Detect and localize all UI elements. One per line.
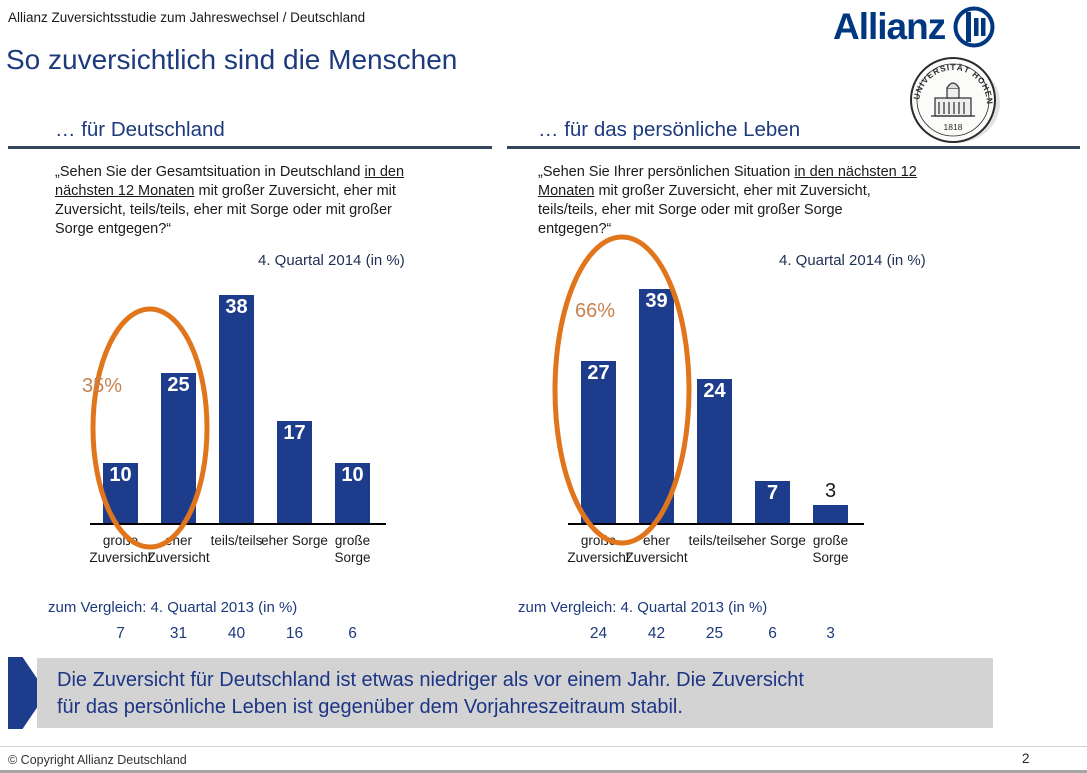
comparison-label: zum Vergleich: 4. Quartal 2013 (in %): [48, 599, 298, 616]
bar: 39: [639, 289, 674, 523]
comparison-values-deutschland: 7 31 40 16 6: [90, 625, 386, 645]
comparison-value: 6: [768, 625, 777, 642]
bar: 38: [219, 295, 254, 523]
comparison-value: 24: [589, 625, 608, 642]
survey-question-persoenlich: „Sehen Sie Ihrer persönlichen Situation …: [538, 163, 920, 239]
study-topline: Allianz Zuversichtsstudie zum Jahreswech…: [8, 10, 366, 25]
question-underlined-text: in den nächsten 12 Monaten: [538, 164, 917, 199]
category-label: große Sorge: [812, 533, 849, 565]
divider-right: [507, 146, 1080, 149]
bar: 10: [103, 463, 138, 523]
bar-value-label: 38: [225, 296, 248, 318]
allianz-eagle-icon: [953, 6, 995, 48]
comparison-value: 31: [169, 625, 188, 642]
bar: 27: [581, 361, 616, 523]
comparison-value: 6: [348, 625, 357, 642]
divider-left: [8, 146, 492, 149]
comparison-value: 40: [227, 625, 246, 642]
bar: 17: [277, 421, 312, 523]
footer-divider: [0, 746, 1087, 747]
castle-icon: [931, 82, 975, 117]
question-text: „Sehen Sie der Gesamtsituation in Deutsc…: [55, 164, 365, 180]
chart-bars: 27 39 24 7 3: [568, 289, 864, 525]
category-label: eher Sorge: [261, 533, 328, 548]
highlight-percentage-deutschland: 35%: [82, 375, 123, 397]
category-label: eher Sorge: [739, 533, 806, 548]
allianz-logo-word: Allianz: [833, 6, 946, 47]
bar-value-label: 25: [167, 374, 190, 396]
page-title: So zuversichtlich sind die Menschen: [6, 44, 458, 75]
question-text: mit großer Zuversicht, eher mit Zuversic…: [55, 183, 396, 237]
comparison-value: 42: [647, 625, 666, 642]
copyright-text: © Copyright Allianz Deutschland: [8, 753, 187, 767]
bar: 3: [813, 480, 848, 523]
panel-heading-deutschland: … für Deutschland: [55, 118, 225, 141]
highlight-percentage-persoenlich: 66%: [575, 300, 616, 322]
category-label: teils/teils: [210, 533, 263, 548]
bar-chart-persoenlich: 27 39 24 7 3: [568, 289, 864, 525]
page-number: 2: [1022, 751, 1030, 766]
chart-period-label: 4. Quartal 2014 (in %): [779, 252, 926, 269]
bar: 7: [755, 481, 790, 523]
bottom-edge-line: [0, 770, 1087, 773]
bar-value-label: 24: [703, 380, 726, 402]
bar: 24: [697, 379, 732, 523]
callout-arrow-icon: [6, 655, 50, 731]
chart-bars: 10 25 38 17 10: [90, 291, 386, 525]
key-message-box: Die Zuversicht für Deutschland ist etwas…: [37, 658, 993, 728]
question-text: mit großer Zuversicht, eher mit Zuversic…: [538, 183, 871, 237]
comparison-value: 16: [285, 625, 304, 642]
bar: 25: [161, 373, 196, 523]
bar-chart-deutschland: 10 25 38 17 10: [90, 291, 386, 525]
category-label: teils/teils: [688, 533, 741, 548]
bar-value-label: 10: [341, 464, 364, 486]
category-axis-deutschland: große Zuversicht eher Zuversicht teils/teils…: [89, 532, 386, 574]
comparison-values-persoenlich: 24 42 25 6 3: [568, 625, 864, 645]
key-message-line: Die Zuversicht für Deutschland ist etwas…: [57, 669, 804, 691]
category-axis-persoenlich: große Zuversicht eher Zuversicht teils/teils…: [567, 532, 864, 574]
university-hohenheim-seal: UNIVERSITÄT HOHENHEIM 1818: [903, 56, 1000, 143]
allianz-logo: Allianz: [833, 6, 995, 48]
bar-value-label: 10: [109, 464, 132, 486]
category-label: große Sorge: [334, 533, 371, 565]
question-underlined-text: in den nächsten 12 Monaten: [55, 164, 405, 199]
panel-heading-persoenliches-leben: … für das persönliche Leben: [538, 118, 801, 141]
survey-question-deutschland: „Sehen Sie der Gesamtsituation in Deutsc…: [55, 163, 427, 239]
comparison-value: 25: [705, 625, 724, 642]
bar-value-label: 3: [824, 480, 837, 502]
bar-value-label: 39: [645, 290, 668, 312]
question-text: „Sehen Sie Ihrer persönlichen Situation: [538, 164, 795, 180]
comparison-value: 3: [826, 625, 835, 642]
bar-value-label: 7: [766, 482, 779, 504]
seal-year-text: 1818: [944, 122, 963, 132]
bar-value-label: 27: [587, 362, 610, 384]
chart-period-label: 4. Quartal 2014 (in %): [258, 252, 405, 269]
key-message-line: für das persönliche Leben ist gegenüber …: [57, 696, 683, 718]
bar: 10: [335, 463, 370, 523]
key-message-text: Die Zuversicht für Deutschland ist etwas…: [37, 658, 993, 721]
comparison-label: zum Vergleich: 4. Quartal 2013 (in %): [518, 599, 768, 616]
comparison-value: 7: [116, 625, 125, 642]
bar-value-label: 17: [283, 422, 306, 444]
